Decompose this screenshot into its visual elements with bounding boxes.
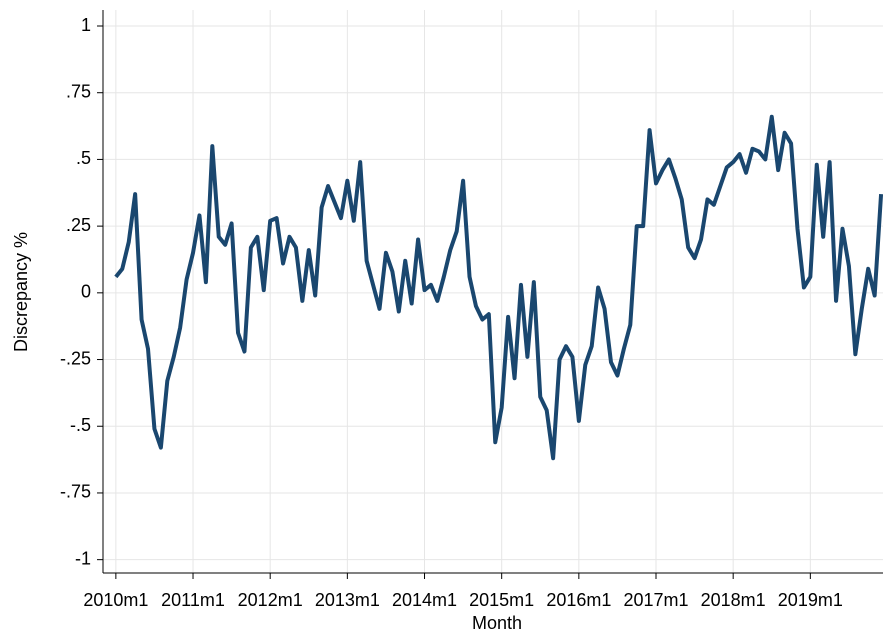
y-tick-label: -.5 [70,415,91,435]
x-tick-label: 2019m1 [778,590,843,610]
y-tick-label: 0 [81,282,91,302]
x-tick-label: 2015m1 [469,590,534,610]
x-axis-title: Month [472,613,522,633]
x-tick-label: 2018m1 [701,590,766,610]
y-tick-label: -1 [75,548,91,568]
y-tick-label: 1 [81,15,91,35]
x-tick-label: 2017m1 [623,590,688,610]
x-tick-label: 2011m1 [161,590,225,610]
x-tick-label: 2013m1 [315,590,380,610]
y-tick-label: .75 [66,81,91,101]
y-axis-title: Discrepancy % [11,232,31,352]
y-tick-label: -.75 [60,482,91,502]
y-tick-label: .25 [66,215,91,235]
data-line [114,114,883,461]
y-tick-label: -.25 [60,348,91,368]
x-tick-label: 2014m1 [392,590,457,610]
y-tick-label: .5 [76,148,91,168]
x-tick-label: 2012m1 [238,590,303,610]
x-tick-label: 2016m1 [546,590,611,610]
x-tick-label: 2010m1 [83,590,148,610]
